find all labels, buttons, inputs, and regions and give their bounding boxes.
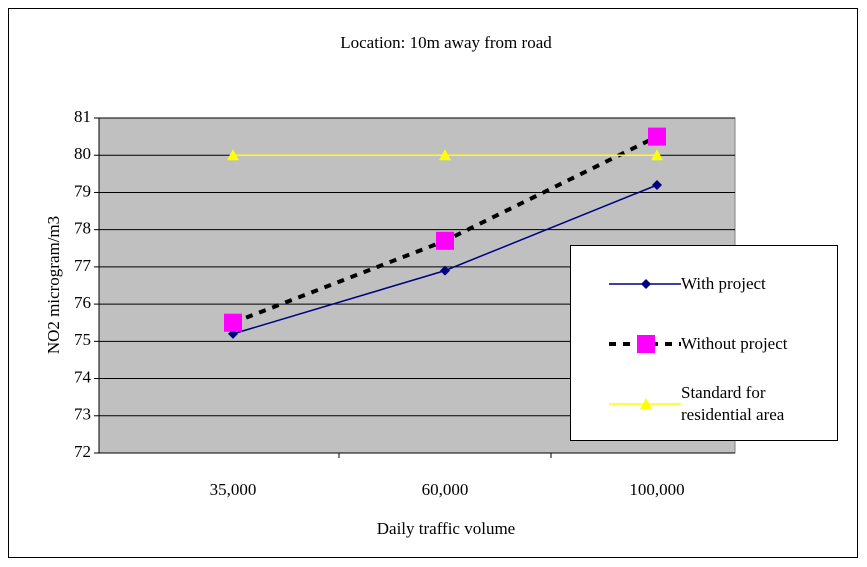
marker xyxy=(227,149,239,161)
x-tick-label: 35,000 xyxy=(210,480,257,499)
chart-title: Location: 10m away from road xyxy=(340,33,552,52)
legend-label: With project xyxy=(681,274,766,293)
marker xyxy=(637,335,655,353)
marker xyxy=(439,149,451,161)
y-tick-label: 80 xyxy=(74,144,91,163)
y-tick-label: 77 xyxy=(74,256,92,275)
legend-item: Without project xyxy=(571,314,837,374)
y-tick-label: 75 xyxy=(74,330,91,349)
y-tick-label: 73 xyxy=(74,405,91,424)
y-tick-label: 78 xyxy=(74,219,91,238)
legend-item: With project xyxy=(571,254,837,314)
legend-label: Standard for residential area xyxy=(681,383,785,424)
legend-swatch xyxy=(609,279,681,289)
legend-label: Without project xyxy=(681,334,788,353)
marker xyxy=(651,149,663,161)
y-tick-label: 81 xyxy=(74,107,91,126)
legend-swatch xyxy=(609,398,681,409)
marker xyxy=(641,279,651,289)
marker xyxy=(440,265,450,276)
marker xyxy=(652,180,662,190)
marker xyxy=(436,231,454,250)
y-tick-label: 74 xyxy=(74,367,92,386)
legend-item: Standard for residential area xyxy=(571,374,837,434)
y-axis-label: NO2 microgram/m3 xyxy=(44,216,63,354)
marker xyxy=(648,127,666,146)
x-tick-label: 100,000 xyxy=(629,480,684,499)
y-tick-label: 79 xyxy=(74,181,91,200)
y-tick-label: 72 xyxy=(74,442,91,461)
x-axis-label: Daily traffic volume xyxy=(377,519,515,538)
y-tick-label: 76 xyxy=(74,293,91,312)
marker xyxy=(224,313,242,332)
legend-swatch xyxy=(609,335,681,353)
marker xyxy=(640,398,652,409)
legend: With project Without project Standard for … xyxy=(570,245,838,441)
x-tick-label: 60,000 xyxy=(422,480,469,499)
